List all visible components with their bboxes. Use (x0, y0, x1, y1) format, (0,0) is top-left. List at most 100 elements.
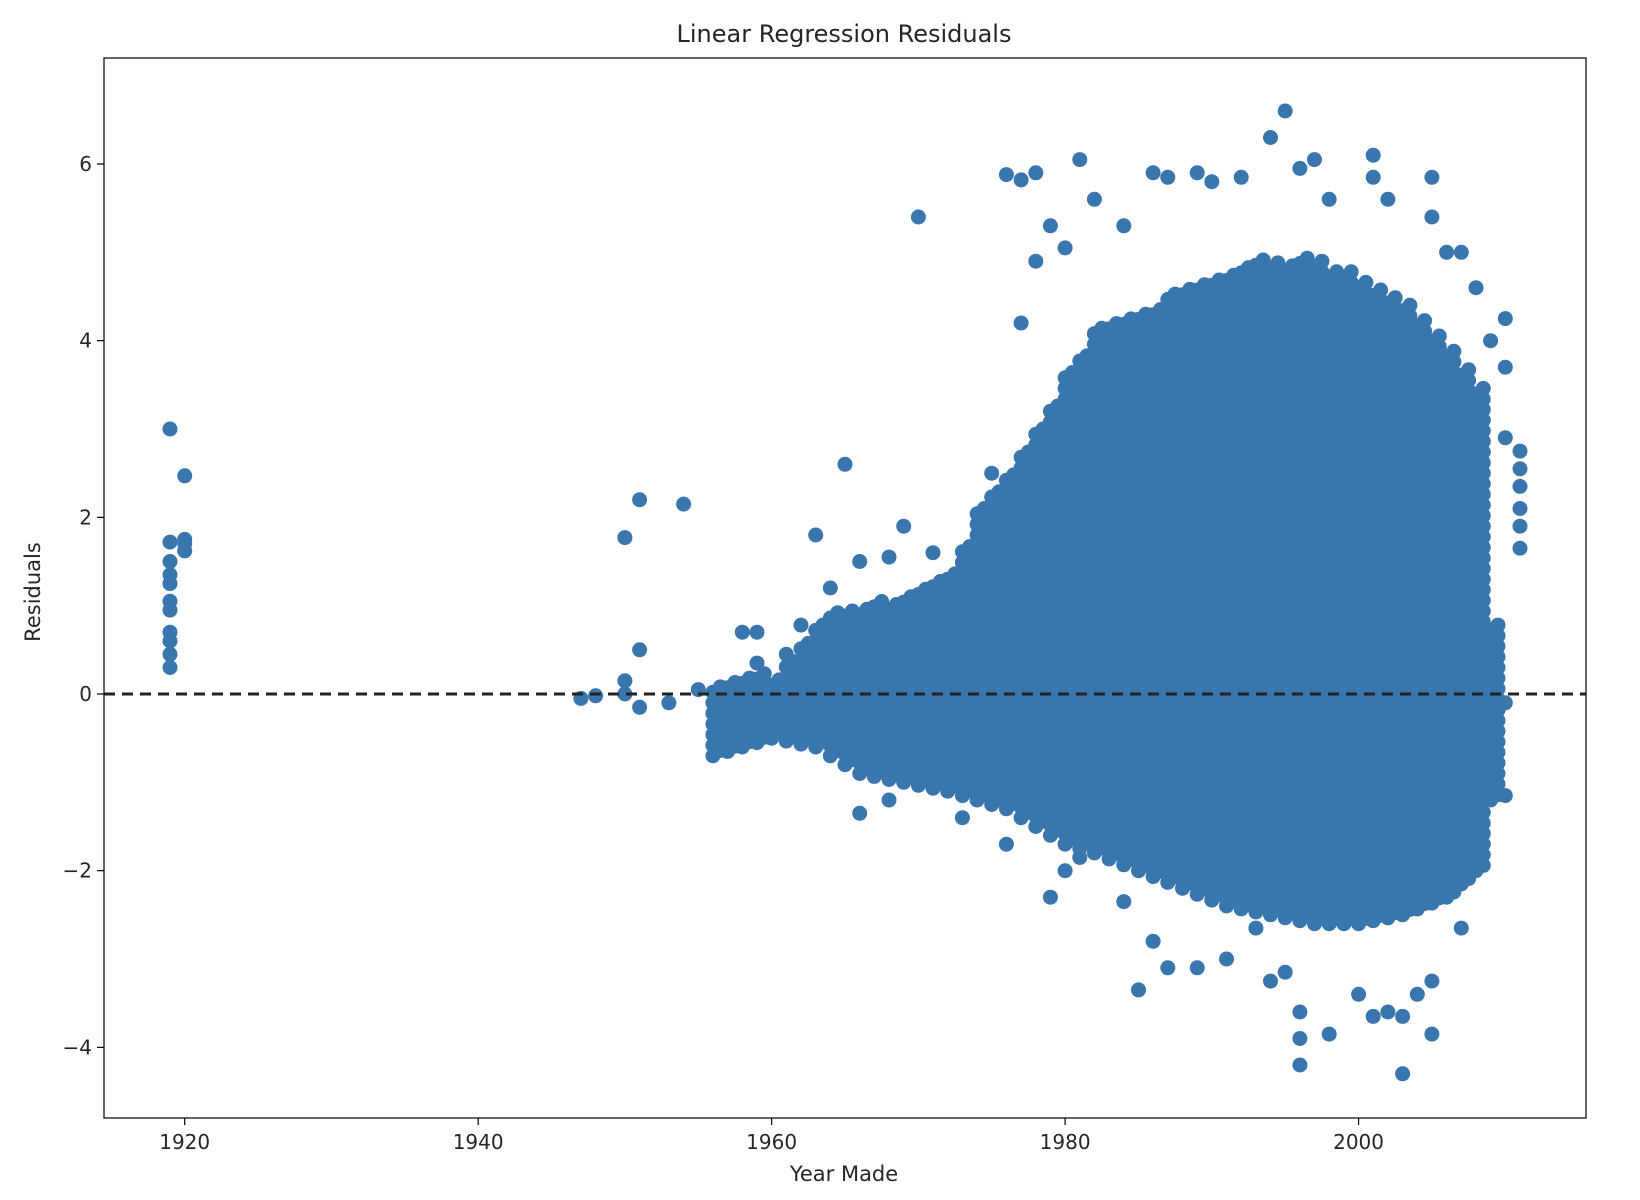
y-tick-label: −4 (63, 1035, 92, 1059)
data-point (1072, 152, 1088, 168)
data-point (1013, 315, 1029, 331)
data-point (162, 567, 178, 583)
data-point (1395, 1066, 1411, 1082)
data-point (1483, 333, 1499, 349)
data-point (1160, 169, 1176, 185)
data-point (1343, 264, 1359, 280)
data-point (588, 688, 604, 704)
data-point (1431, 328, 1447, 344)
data-point (617, 673, 633, 689)
data-point (1409, 986, 1425, 1002)
data-point (1497, 430, 1513, 446)
data-point (896, 518, 912, 534)
data-point (1497, 695, 1513, 711)
x-tick-label: 1920 (159, 1130, 210, 1154)
data-point (1380, 191, 1396, 207)
data-point (1468, 280, 1484, 296)
data-point (1424, 1026, 1440, 1042)
x-tick-label: 2000 (1333, 1130, 1384, 1154)
data-point (1424, 169, 1440, 185)
data-point (954, 810, 970, 826)
data-point (1160, 960, 1176, 976)
data-point (1483, 788, 1499, 804)
data-point (1461, 362, 1477, 378)
data-point (1072, 849, 1088, 865)
data-point (1512, 461, 1528, 477)
data-point (1013, 172, 1029, 188)
data-point (1417, 313, 1433, 329)
data-point (925, 545, 941, 561)
data-point (910, 209, 926, 225)
data-point (1395, 1008, 1411, 1024)
data-point (162, 534, 178, 550)
data-point (778, 646, 794, 662)
data-point (1263, 130, 1278, 145)
data-point (1351, 986, 1367, 1002)
data-point (881, 549, 897, 565)
data-point (1042, 218, 1058, 234)
data-point (1292, 1004, 1308, 1020)
data-point (1475, 380, 1491, 396)
data-point (1131, 982, 1146, 998)
data-point (1497, 788, 1513, 804)
data-point (1497, 311, 1513, 327)
plot-frame (103, 57, 1587, 1119)
data-point (1439, 244, 1455, 260)
x-axis-label: Year Made (789, 1162, 898, 1186)
y-axis-label: Residuals (21, 542, 45, 642)
data-point (822, 580, 838, 596)
data-point (1402, 297, 1418, 313)
data-point (1321, 191, 1337, 207)
data-point (1189, 960, 1205, 976)
data-point (1373, 282, 1389, 298)
data-point (632, 492, 648, 508)
data-point (1512, 443, 1528, 459)
data-point (632, 699, 648, 715)
data-point (617, 530, 633, 546)
data-point (1424, 973, 1440, 989)
data-point (162, 593, 178, 609)
data-point (881, 792, 897, 808)
data-point (1145, 165, 1161, 181)
data-point (1292, 1057, 1308, 1073)
data-point (1057, 863, 1073, 879)
data-point (177, 468, 193, 484)
data-point (1424, 209, 1440, 225)
data-point (1263, 973, 1278, 989)
data-point (749, 624, 765, 640)
data-point (162, 421, 178, 437)
data-point (793, 617, 809, 633)
data-point (162, 660, 178, 675)
data-point (1145, 933, 1161, 949)
data-point (852, 554, 868, 569)
data-point (162, 554, 178, 569)
data-point (1321, 1026, 1337, 1042)
data-point (1204, 174, 1220, 190)
data-point (1512, 540, 1528, 556)
data-point (837, 456, 853, 472)
y-tick-label: 2 (79, 505, 92, 529)
y-tick-label: 6 (79, 152, 92, 176)
data-point (1387, 290, 1403, 306)
data-point (1365, 169, 1381, 185)
data-point (1277, 103, 1293, 119)
data-point (1292, 1031, 1308, 1046)
data-point (162, 624, 178, 640)
data-point (1380, 1004, 1396, 1020)
data-point (1490, 617, 1506, 633)
data-point (162, 646, 178, 662)
data-point (1028, 253, 1044, 269)
y-axis-ticks: −4 −2 0 2 4 6 (63, 152, 104, 1059)
data-point (1512, 501, 1528, 516)
data-point (1057, 240, 1073, 256)
data-point (1365, 147, 1381, 163)
data-point (177, 531, 193, 547)
data-point (1446, 343, 1462, 359)
data-point (998, 836, 1014, 852)
data-point (1453, 920, 1469, 936)
data-point (1086, 191, 1102, 207)
data-point (1512, 518, 1528, 534)
data-point (1233, 169, 1249, 185)
data-point (734, 624, 750, 640)
